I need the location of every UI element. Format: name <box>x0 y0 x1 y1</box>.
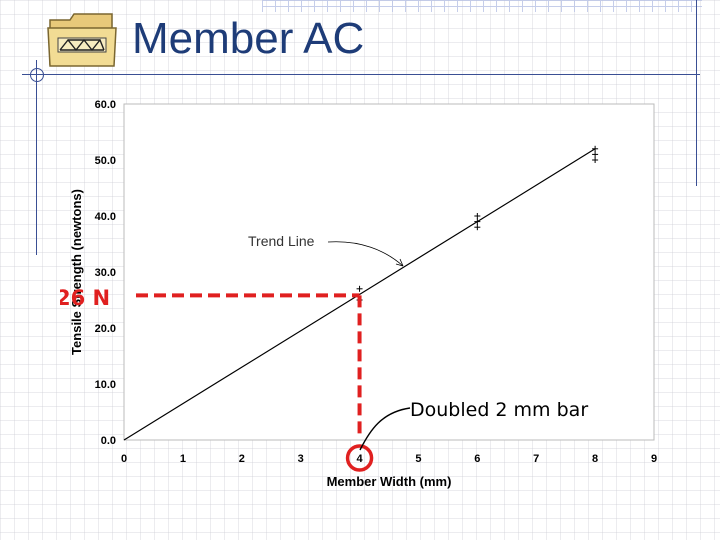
data-point <box>356 285 363 292</box>
right-rule <box>696 0 697 186</box>
data-point <box>592 157 599 163</box>
x-tick-label: 8 <box>592 453 598 465</box>
y-tick-label: 0.0 <box>101 435 116 447</box>
data-point <box>474 213 481 219</box>
trend-line-callout-arrow <box>327 241 404 267</box>
x-tick-label: 6 <box>474 453 480 465</box>
x-tick-label: 9 <box>651 453 657 465</box>
point-callout-leader <box>359 407 411 451</box>
x-tick-label: 3 <box>298 453 304 465</box>
y-tick-label: 30.0 <box>95 267 116 279</box>
bridge-truss-folder-icon <box>47 13 117 67</box>
value-callout: 26 N <box>60 286 110 310</box>
x-tick-label: 7 <box>533 453 539 465</box>
highlight-tick-circle <box>345 444 374 472</box>
data-point <box>474 224 481 231</box>
y-tick-label: 10.0 <box>95 379 116 391</box>
y-tick-labels: 0.0 10.0 20.0 30.0 40.0 50.0 60.0 <box>95 99 116 447</box>
point-callout: Doubled 2 mm bar <box>410 399 588 421</box>
slide-title: Member AC <box>132 14 365 63</box>
x-tick-label: 1 <box>180 453 186 465</box>
x-axis-label: Member Width (mm) <box>327 474 452 489</box>
x-tick-label: 5 <box>415 453 421 465</box>
y-tick-label: 60.0 <box>95 99 116 111</box>
y-tick-label: 40.0 <box>95 211 116 223</box>
x-tick-label: 4 <box>356 453 363 465</box>
data-point <box>474 218 481 225</box>
trend-line-callout: Trend Line <box>248 233 315 249</box>
x-tick-labels: 0 1 2 3 4 5 6 7 8 9 <box>121 453 657 465</box>
x-tick-label: 0 <box>121 453 127 465</box>
title-bar-strip <box>262 0 702 12</box>
x-tick-label: 2 <box>239 453 245 465</box>
left-rule <box>36 60 37 255</box>
y-axis-label: Tensile Strength (newtons) <box>69 189 84 355</box>
highlight-guides <box>136 293 374 472</box>
data-point <box>592 151 599 158</box>
y-tick-label: 20.0 <box>95 323 116 335</box>
trend-line-callout-arrowhead <box>395 258 404 267</box>
y-tick-label: 50.0 <box>95 155 116 167</box>
plot-area <box>123 103 655 441</box>
data-point <box>592 145 599 152</box>
rule-junction-circle <box>30 68 44 82</box>
data-points <box>356 145 599 303</box>
tensile-strength-chart: 0.0 10.0 20.0 30.0 40.0 50.0 60.0 0 1 2 3 4 5 6 7 8 9 M… <box>60 99 657 489</box>
title-rule <box>22 74 700 75</box>
